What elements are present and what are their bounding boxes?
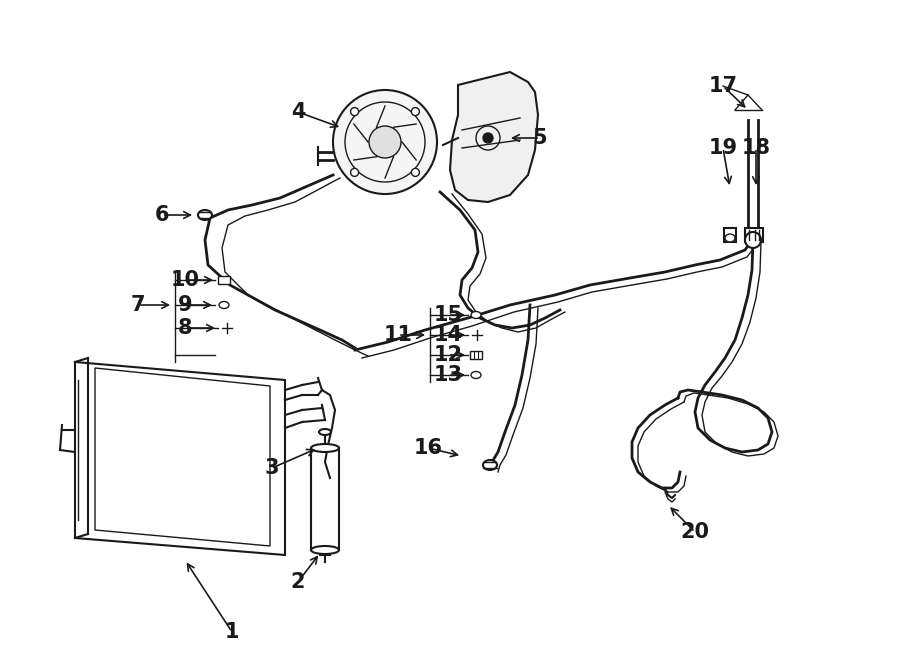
Text: 17: 17 — [708, 76, 737, 96]
Text: 9: 9 — [177, 295, 193, 315]
Text: 6: 6 — [155, 205, 169, 225]
Circle shape — [411, 169, 419, 176]
Text: 16: 16 — [413, 438, 443, 458]
Text: 18: 18 — [742, 138, 770, 158]
Circle shape — [351, 108, 358, 116]
Ellipse shape — [198, 210, 212, 220]
Text: 20: 20 — [680, 522, 709, 542]
Polygon shape — [450, 72, 538, 202]
Circle shape — [411, 108, 419, 116]
Circle shape — [333, 90, 437, 194]
Circle shape — [351, 169, 358, 176]
Text: 11: 11 — [383, 325, 412, 345]
Bar — [724, 228, 736, 242]
Circle shape — [483, 133, 493, 143]
Text: 10: 10 — [170, 270, 200, 290]
Text: 1: 1 — [225, 622, 239, 642]
Bar — [745, 228, 763, 242]
Text: 12: 12 — [434, 345, 463, 365]
Text: 4: 4 — [291, 102, 305, 122]
Ellipse shape — [483, 460, 497, 470]
Text: 15: 15 — [434, 305, 463, 325]
Text: 5: 5 — [533, 128, 547, 148]
Ellipse shape — [471, 371, 481, 379]
Bar — [470, 351, 482, 359]
Text: 19: 19 — [708, 138, 738, 158]
Text: 7: 7 — [130, 295, 145, 315]
Text: 2: 2 — [291, 572, 305, 592]
Ellipse shape — [219, 301, 229, 309]
Text: 14: 14 — [434, 325, 463, 345]
Text: 3: 3 — [265, 458, 279, 478]
Ellipse shape — [319, 429, 331, 435]
Circle shape — [369, 126, 401, 158]
Ellipse shape — [725, 234, 735, 242]
Bar — [218, 276, 230, 284]
Text: 8: 8 — [178, 318, 193, 338]
Ellipse shape — [311, 444, 339, 452]
Ellipse shape — [471, 311, 481, 319]
Ellipse shape — [311, 546, 339, 554]
Text: 13: 13 — [434, 365, 463, 385]
Circle shape — [745, 232, 761, 248]
